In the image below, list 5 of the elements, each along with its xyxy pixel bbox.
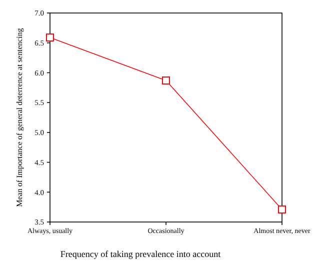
y-axis-title: Mean of Importance of general deterrence at sentencing	[15, 28, 24, 207]
x-axis-title: Frequency of taking prevalence into account	[60, 249, 222, 259]
point	[46, 33, 54, 42]
point	[162, 76, 170, 84]
point	[278, 205, 286, 214]
